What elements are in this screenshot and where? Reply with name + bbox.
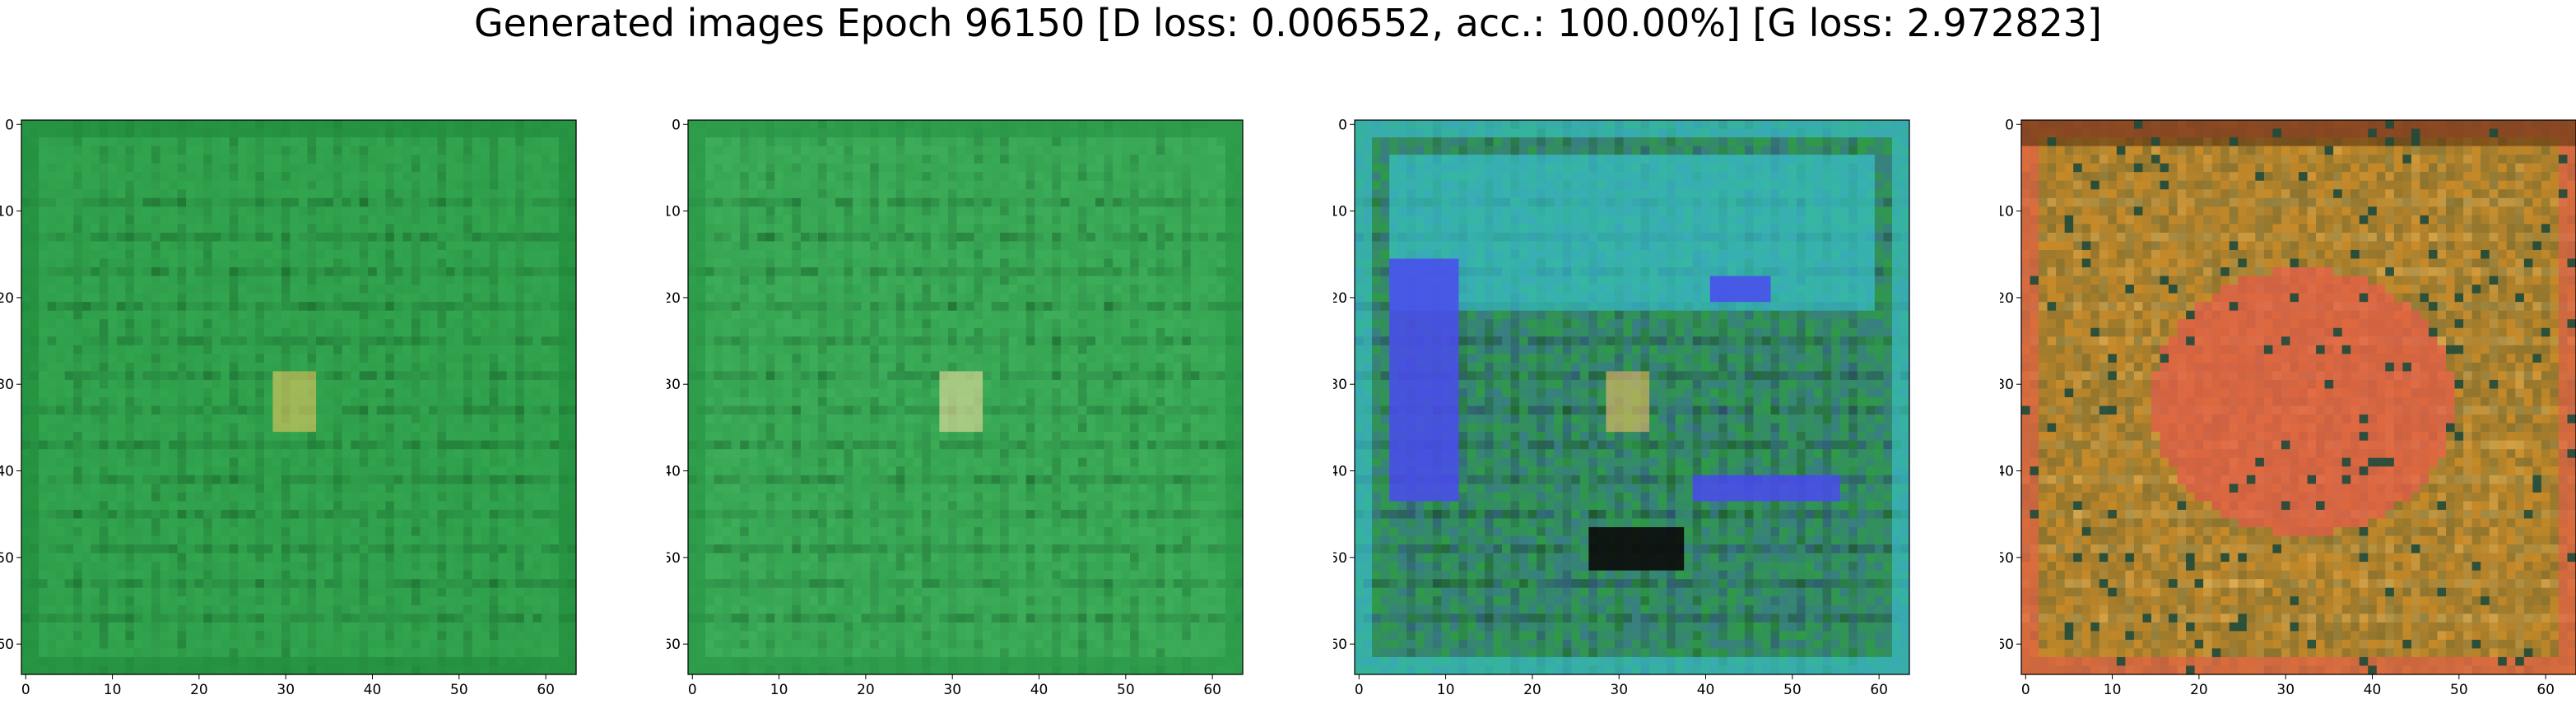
x-tick-label: 0: [2021, 682, 2030, 698]
pixel-grid: [688, 120, 1244, 675]
y-tick-label: 40: [667, 464, 681, 480]
y-tick-label: 0: [672, 117, 681, 133]
y-tick-label: 20: [1333, 290, 1347, 307]
y-tick-label: 0: [1338, 117, 1347, 133]
y-tick-label: 0: [5, 117, 14, 133]
y-tick-label: 40: [1333, 464, 1347, 480]
x-tick-label: 20: [857, 682, 875, 698]
y-tick-label: 60: [667, 637, 681, 653]
pixel-grid: [2021, 120, 2576, 675]
x-tick-label: 50: [450, 682, 468, 698]
x-tick-label: 30: [277, 682, 295, 698]
x-tick-label: 60: [537, 682, 555, 698]
image-panel-4: 0 10 20 30 40 50 60 0 10 20 30 40 50 60: [2000, 117, 2576, 704]
y-tick-label: 60: [1333, 637, 1347, 653]
x-tick-label: 40: [1030, 682, 1049, 698]
x-tick-label: 30: [2276, 682, 2295, 698]
y-tick-label: 50: [2000, 550, 2014, 567]
x-tick-label: 10: [2104, 682, 2122, 698]
y-tick-label: 60: [0, 637, 14, 653]
y-tick-label: 0: [2005, 117, 2014, 133]
y-tick-label: 20: [667, 290, 681, 307]
image-panel-3: 0 10 20 30 40 50 60 0 10 20 30 40 50 60: [1333, 117, 1921, 704]
image-panel-2: 0 10 20 30 40 50 60 0 10 20 30 40 50 60: [667, 117, 1254, 704]
y-tick-label: 30: [667, 377, 681, 393]
y-tick-label: 60: [2000, 637, 2014, 653]
x-tick-label: 60: [2536, 682, 2555, 698]
pixel-grid: [21, 120, 577, 675]
y-tick-label: 10: [1333, 204, 1347, 220]
y-tick-label: 30: [0, 377, 14, 393]
x-tick-label: 0: [21, 682, 30, 698]
x-tick-label: 20: [190, 682, 208, 698]
x-tick-label: 60: [1870, 682, 1888, 698]
y-tick-label: 10: [667, 204, 681, 220]
x-tick-label: 50: [1117, 682, 1135, 698]
y-tick-label: 10: [0, 204, 14, 220]
y-tick-label: 20: [2000, 290, 2014, 307]
image-panel-1: 0 10 20 30 40 50 60 0 10 20 30 40 50 60: [0, 117, 588, 704]
x-tick-label: 10: [104, 682, 122, 698]
x-tick-label: 0: [688, 682, 697, 698]
x-tick-label: 10: [1437, 682, 1455, 698]
x-tick-label: 0: [1355, 682, 1364, 698]
y-tick-label: 20: [0, 290, 14, 307]
x-tick-label: 30: [1610, 682, 1628, 698]
y-tick-label: 50: [1333, 550, 1347, 567]
y-tick-label: 30: [1333, 377, 1347, 393]
x-tick-label: 40: [2364, 682, 2382, 698]
y-tick-label: 50: [0, 550, 14, 567]
x-tick-label: 40: [1697, 682, 1715, 698]
y-tick-label: 30: [2000, 377, 2014, 393]
x-tick-label: 50: [2450, 682, 2468, 698]
x-tick-label: 30: [943, 682, 961, 698]
x-tick-label: 50: [1783, 682, 1802, 698]
y-tick-label: 10: [2000, 204, 2014, 220]
y-tick-label: 50: [667, 550, 681, 567]
x-tick-label: 60: [1203, 682, 1221, 698]
x-tick-label: 20: [1523, 682, 1541, 698]
x-tick-label: 40: [364, 682, 382, 698]
figure-suptitle: Generated images Epoch 96150 [D loss: 0.…: [0, 0, 2576, 46]
y-tick-label: 40: [0, 464, 14, 480]
x-tick-label: 10: [770, 682, 788, 698]
x-tick-label: 20: [2190, 682, 2208, 698]
y-tick-label: 40: [2000, 464, 2014, 480]
pixel-grid: [1355, 120, 1910, 675]
